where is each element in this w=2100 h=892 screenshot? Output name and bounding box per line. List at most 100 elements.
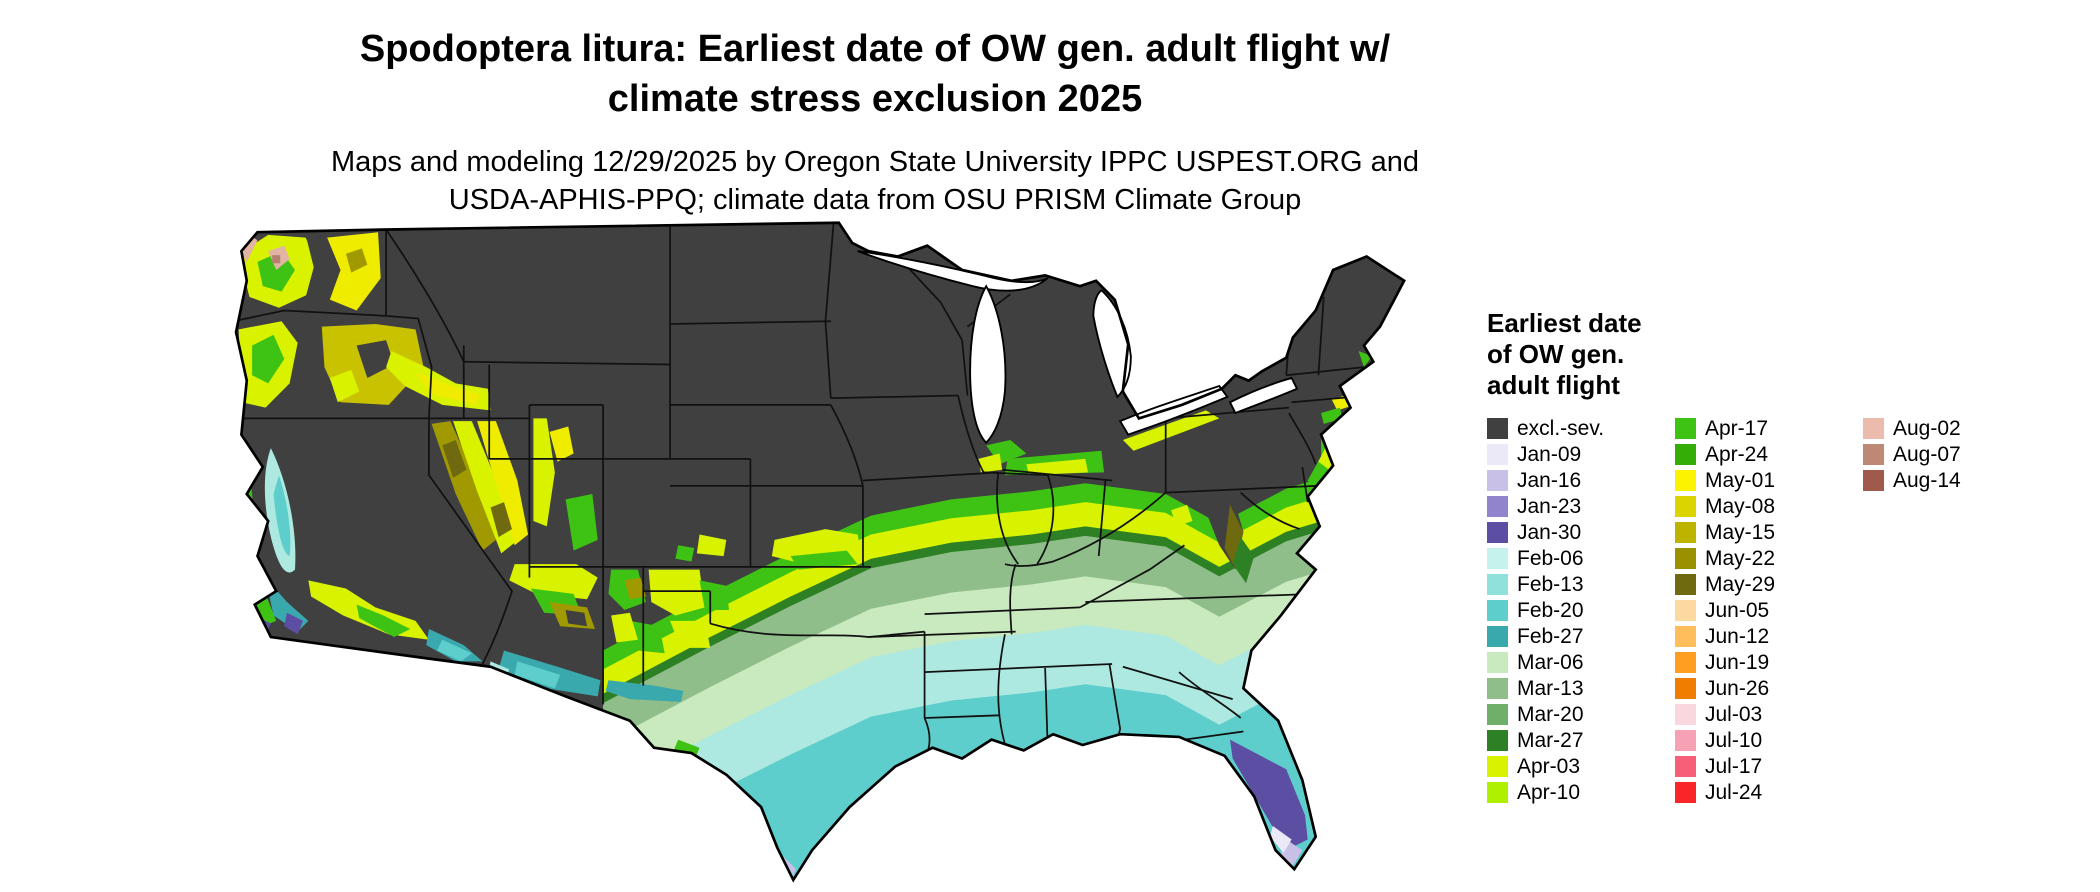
map-fill-layers xyxy=(236,222,1405,880)
legend-item: Mar-13 xyxy=(1487,676,1663,702)
legend-item: Jul-17 xyxy=(1675,754,1851,780)
legend-item: Aug-07 xyxy=(1863,442,2039,468)
legend-item-label: Apr-10 xyxy=(1517,780,1581,804)
legend-swatch xyxy=(1863,470,1884,492)
legend-swatch xyxy=(1675,444,1696,466)
legend-item: Mar-27 xyxy=(1487,728,1663,754)
legend-swatch xyxy=(1487,470,1508,492)
header: Spodoptera litura: Earliest date of OW g… xyxy=(230,24,1520,220)
legend-item: May-29 xyxy=(1675,572,1851,598)
legend-item-label: Jul-10 xyxy=(1705,728,1763,752)
legend-item: Apr-17 xyxy=(1675,416,1851,442)
east-coast-patches xyxy=(978,350,1372,494)
legend-swatch xyxy=(1675,678,1696,700)
legend-column: Aug-02 Aug-07 Aug-14 xyxy=(1863,416,2039,494)
legend-item: Mar-06 xyxy=(1487,650,1663,676)
legend-swatch xyxy=(1675,496,1696,518)
legend-item-label: Feb-20 xyxy=(1517,598,1584,622)
legend-swatch xyxy=(1487,652,1508,674)
legend-swatch xyxy=(1487,600,1508,622)
legend-swatch xyxy=(1863,418,1884,440)
legend-item: Jun-19 xyxy=(1675,650,1851,676)
us-map-svg xyxy=(234,221,1406,883)
legend-item-label: Aug-07 xyxy=(1893,442,1961,466)
legend-item-label: Jun-19 xyxy=(1705,650,1770,674)
legend-item: May-01 xyxy=(1675,468,1851,494)
legend-item: May-15 xyxy=(1675,520,1851,546)
legend-item: May-08 xyxy=(1675,494,1851,520)
legend-item: Jan-23 xyxy=(1487,494,1663,520)
great-lakes xyxy=(857,250,1299,445)
legend-swatch xyxy=(1487,496,1508,518)
legend-swatch xyxy=(1487,678,1508,700)
legend-swatch xyxy=(1487,444,1508,466)
legend-item-label: excl.-sev. xyxy=(1517,416,1605,440)
legend-item-label: May-29 xyxy=(1705,572,1776,596)
legend-item-label: Mar-27 xyxy=(1517,728,1584,752)
legend-item: Jan-09 xyxy=(1487,442,1663,468)
legend-item-label: May-15 xyxy=(1705,520,1776,544)
us-outline xyxy=(234,221,1406,883)
legend-item: Jul-24 xyxy=(1675,780,1851,806)
legend-item: May-22 xyxy=(1675,546,1851,572)
legend-swatch xyxy=(1863,444,1884,466)
legend-swatch xyxy=(1675,548,1696,570)
legend-swatch xyxy=(1675,418,1696,440)
legend-column: Apr-17 Apr-24 May-01 May-08 May-15 May-22 May-… xyxy=(1675,416,1851,806)
legend-swatch xyxy=(1487,730,1508,752)
legend-swatch xyxy=(1487,782,1508,804)
legend-item-label: May-08 xyxy=(1705,494,1776,518)
legend-item: Jul-10 xyxy=(1675,728,1851,754)
legend-item-label: Mar-06 xyxy=(1517,650,1584,674)
legend-item-label: Jan-30 xyxy=(1517,520,1582,544)
legend-item: Jan-30 xyxy=(1487,520,1663,546)
legend-swatch xyxy=(1675,574,1696,596)
legend-swatch xyxy=(1487,574,1508,596)
map-legend: Earliest date of OW gen. adult flight ex… xyxy=(1487,308,2077,806)
legend-item: Apr-10 xyxy=(1487,780,1663,806)
legend-item: Jun-12 xyxy=(1675,624,1851,650)
legend-swatch xyxy=(1675,600,1696,622)
legend-item-label: Feb-27 xyxy=(1517,624,1584,648)
legend-item: Jun-05 xyxy=(1675,598,1851,624)
legend-swatch xyxy=(1487,418,1508,440)
legend-title-line-3: adult flight xyxy=(1487,370,1620,401)
legend-item-label: Feb-06 xyxy=(1517,546,1584,570)
legend-item-label: Jul-03 xyxy=(1705,702,1763,726)
subtitle-line-1: Maps and modeling 12/29/2025 by Oregon S… xyxy=(330,146,1420,179)
legend-title: Earliest date of OW gen. adult flight xyxy=(1487,308,2077,402)
legend-item-label: Feb-13 xyxy=(1517,572,1584,596)
legend-title-line-2: of OW gen. xyxy=(1487,339,1625,370)
legend-item: Apr-24 xyxy=(1675,442,1851,468)
us-map xyxy=(228,216,1447,884)
legend-swatch xyxy=(1675,730,1696,752)
legend-item: Apr-03 xyxy=(1487,754,1663,780)
page-subtitle: Maps and modeling 12/29/2025 by Oregon S… xyxy=(230,144,1520,219)
legend-item: Feb-13 xyxy=(1487,572,1663,598)
legend-item-label: Jun-12 xyxy=(1705,624,1770,648)
legend-title-line-1: Earliest date xyxy=(1487,308,1642,338)
legend-swatch xyxy=(1675,470,1696,492)
legend-item-label: Apr-24 xyxy=(1705,442,1769,466)
legend-item: Jun-26 xyxy=(1675,676,1851,702)
legend-item-label: Aug-14 xyxy=(1893,468,1961,492)
legend-item: Aug-14 xyxy=(1863,468,2039,494)
legend-item: Mar-20 xyxy=(1487,702,1663,728)
appalachian-exclusion-tongue xyxy=(1171,440,1255,584)
legend-swatch xyxy=(1487,522,1508,544)
page-title: Spodoptera litura: Earliest date of OW g… xyxy=(230,24,1520,124)
legend-item-label: Jun-05 xyxy=(1705,598,1770,622)
legend-item: Aug-02 xyxy=(1863,416,2039,442)
legend-item-label: Mar-13 xyxy=(1517,676,1584,700)
lake-ontario xyxy=(1228,376,1299,415)
legend-item: Feb-06 xyxy=(1487,546,1663,572)
legend-swatch xyxy=(1675,756,1696,778)
legend-item-label: Apr-17 xyxy=(1705,416,1769,440)
legend-swatch xyxy=(1675,782,1696,804)
legend-item-label: Jan-09 xyxy=(1517,442,1582,466)
legend-item-label: Jan-16 xyxy=(1517,468,1582,492)
legend-item-label: May-22 xyxy=(1705,546,1776,570)
legend-item-label: May-01 xyxy=(1705,468,1776,492)
legend-swatch xyxy=(1487,704,1508,726)
state-borders xyxy=(236,224,1365,771)
